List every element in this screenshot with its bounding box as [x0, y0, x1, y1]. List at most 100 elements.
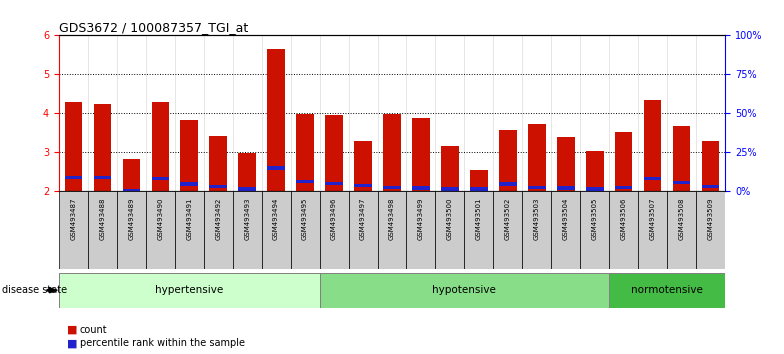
Text: hypotensive: hypotensive — [433, 285, 496, 295]
Bar — [638, 191, 667, 269]
Bar — [702, 185, 720, 188]
Bar — [354, 141, 372, 191]
Bar — [435, 191, 464, 269]
Bar — [383, 114, 401, 191]
Bar — [644, 177, 662, 181]
Text: GSM493502: GSM493502 — [505, 198, 511, 240]
Bar — [146, 191, 175, 269]
Bar — [233, 191, 262, 269]
Text: GSM493495: GSM493495 — [302, 198, 308, 240]
Bar — [441, 147, 459, 191]
Text: GSM493505: GSM493505 — [592, 198, 598, 240]
Bar — [64, 176, 82, 179]
Bar — [204, 191, 233, 269]
Bar — [93, 103, 111, 191]
Text: GDS3672 / 100087357_TGI_at: GDS3672 / 100087357_TGI_at — [59, 21, 248, 34]
Bar — [464, 191, 493, 269]
Bar — [325, 115, 343, 191]
Bar — [499, 182, 517, 186]
Bar — [412, 186, 430, 190]
Bar — [180, 120, 198, 191]
Bar — [122, 159, 140, 191]
Text: GSM493499: GSM493499 — [418, 198, 424, 240]
Bar — [175, 191, 204, 269]
Bar — [209, 136, 227, 191]
Bar — [349, 191, 378, 269]
Bar — [551, 191, 580, 269]
Text: GSM493498: GSM493498 — [389, 198, 395, 240]
Bar — [88, 191, 117, 269]
Bar — [122, 189, 140, 192]
Text: GSM493494: GSM493494 — [273, 198, 279, 240]
Bar — [59, 273, 320, 308]
Text: ■: ■ — [67, 338, 77, 348]
Bar — [470, 188, 488, 191]
Text: GSM493500: GSM493500 — [447, 198, 453, 240]
Text: percentile rank within the sample: percentile rank within the sample — [80, 338, 245, 348]
Bar — [320, 273, 609, 308]
Text: GSM493509: GSM493509 — [708, 198, 713, 240]
Bar — [320, 191, 349, 269]
Bar — [493, 191, 522, 269]
Bar — [64, 102, 82, 191]
Bar — [325, 182, 343, 185]
Bar — [262, 191, 291, 269]
Bar — [406, 191, 435, 269]
Bar — [615, 185, 633, 189]
Bar — [267, 166, 285, 170]
Bar — [557, 137, 575, 191]
Bar — [59, 191, 88, 269]
Bar — [528, 124, 546, 191]
Text: disease state: disease state — [2, 285, 67, 295]
Bar — [667, 191, 696, 269]
Bar — [378, 191, 406, 269]
Bar — [291, 191, 320, 269]
Text: normotensive: normotensive — [631, 285, 703, 295]
Bar — [117, 191, 146, 269]
Bar — [609, 273, 725, 308]
Bar — [180, 182, 198, 186]
Bar — [412, 118, 430, 191]
Text: GSM493490: GSM493490 — [158, 198, 163, 240]
Bar — [93, 176, 111, 179]
Bar — [557, 186, 575, 190]
Bar — [383, 185, 401, 189]
Bar — [470, 170, 488, 191]
Bar — [586, 152, 604, 191]
Bar — [644, 100, 662, 191]
Text: GSM493506: GSM493506 — [621, 198, 626, 240]
Bar — [522, 191, 551, 269]
Bar — [615, 132, 633, 191]
Bar — [609, 191, 638, 269]
Bar — [238, 188, 256, 191]
Bar — [209, 185, 227, 188]
Bar — [586, 188, 604, 191]
Text: GSM493507: GSM493507 — [650, 198, 655, 240]
Bar — [702, 141, 720, 191]
Text: GSM493504: GSM493504 — [563, 198, 569, 240]
Text: GSM493503: GSM493503 — [534, 198, 540, 240]
Bar — [499, 130, 517, 191]
Bar — [151, 177, 169, 181]
Bar — [580, 191, 609, 269]
Text: hypertensive: hypertensive — [155, 285, 223, 295]
Bar — [151, 102, 169, 191]
Bar — [296, 180, 314, 183]
Bar — [267, 49, 285, 191]
Bar — [528, 185, 546, 189]
Text: GSM493508: GSM493508 — [679, 198, 684, 240]
Text: GSM493491: GSM493491 — [186, 198, 192, 240]
Text: GSM493489: GSM493489 — [129, 198, 134, 240]
Bar — [696, 191, 725, 269]
Text: GSM493496: GSM493496 — [331, 198, 337, 240]
Text: GSM493488: GSM493488 — [100, 198, 105, 240]
Text: GSM493501: GSM493501 — [476, 198, 482, 240]
Bar — [441, 188, 459, 191]
Text: ■: ■ — [67, 325, 77, 335]
Text: GSM493492: GSM493492 — [215, 198, 221, 240]
Text: GSM493487: GSM493487 — [71, 198, 76, 240]
Bar — [354, 184, 372, 187]
Bar — [238, 153, 256, 191]
Text: count: count — [80, 325, 107, 335]
Bar — [296, 114, 314, 191]
